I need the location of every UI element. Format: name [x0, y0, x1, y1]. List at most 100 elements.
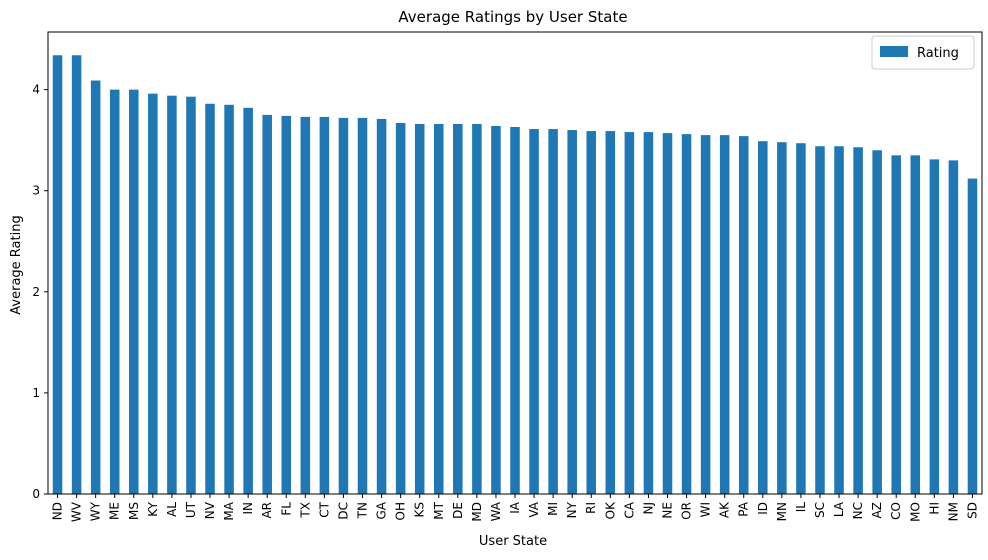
x-tick-label: NV [203, 501, 217, 519]
bar-ct [319, 116, 330, 494]
bar-or [681, 134, 692, 494]
bar-ia [510, 127, 520, 495]
legend-swatch [880, 46, 908, 57]
x-tick-label: MT [432, 501, 446, 519]
bar-az [872, 150, 882, 494]
x-tick-label: MS [127, 502, 141, 520]
bar-al [167, 95, 177, 495]
bar-ms [129, 89, 139, 495]
y-tick-label: 2 [32, 285, 40, 299]
bar-dc [338, 117, 349, 494]
x-tick-label: AR [260, 502, 274, 519]
x-tick-label: NY [565, 501, 579, 518]
x-tick-label: ID [756, 502, 770, 515]
bar-la [834, 146, 844, 494]
x-tick-label: NC [851, 502, 865, 519]
bars-layer [52, 55, 978, 495]
bar-ga [376, 118, 387, 494]
x-tick-label: MA [222, 501, 236, 520]
x-tick-label: NJ [641, 502, 655, 515]
y-axis-label: Average Rating [9, 215, 24, 314]
x-tick-label: VA [527, 501, 541, 517]
x-tick-label: UT [184, 501, 198, 518]
chart-title: Average Ratings by User State [398, 8, 627, 26]
bar-ak [719, 135, 730, 494]
bar-me [109, 89, 120, 495]
bar-mi [548, 129, 558, 494]
x-tick-label: WA [489, 501, 503, 521]
legend-label: Rating [917, 46, 959, 61]
x-tick-label: AZ [870, 502, 884, 518]
x-tick-label: LA [832, 501, 846, 517]
x-tick-label: WI [699, 502, 713, 517]
x-tick-label: CT [317, 501, 331, 517]
x-tick-label: ND [51, 502, 65, 520]
bar-wv [71, 55, 82, 494]
bar-ca [624, 132, 635, 495]
bar-co [891, 155, 901, 495]
bar-mo [910, 155, 921, 495]
x-tick-label: OR [680, 502, 694, 520]
legend: Rating [871, 35, 975, 70]
x-tick-label: KS [413, 502, 427, 518]
bar-pa [738, 136, 749, 495]
bar-fl [281, 115, 292, 495]
y-tick-label: 3 [32, 184, 40, 198]
x-tick-label: CO [889, 502, 903, 520]
x-tick-label: PA [737, 501, 751, 516]
x-tick-label: DC [336, 502, 350, 520]
bar-ny [567, 130, 577, 494]
bar-nv [205, 103, 215, 495]
x-tick-label: SD [965, 502, 979, 519]
x-tick-label: RI [584, 502, 598, 514]
x-tick-label: GA [375, 501, 389, 519]
bar-ut [186, 96, 196, 494]
bar-md [472, 123, 482, 495]
bar-wy [90, 80, 101, 495]
x-tick-label: NM [946, 502, 960, 521]
x-tick-label: AL [165, 502, 179, 517]
bar-nj [643, 132, 654, 495]
bar-mt [433, 123, 444, 495]
bar-ne [662, 133, 673, 494]
x-tick-label: WV [70, 501, 84, 522]
bar-ar [262, 114, 272, 494]
bar-wi [700, 135, 711, 494]
bar-de [453, 123, 463, 495]
bar-va [529, 129, 539, 494]
x-tick-label: OK [603, 501, 617, 519]
y-tick-label: 1 [32, 386, 40, 400]
bar-wa [491, 126, 501, 494]
bar-nc [853, 147, 863, 495]
x-tick-label: FL [279, 502, 293, 516]
bar-ky [148, 93, 158, 495]
bar-oh [395, 122, 406, 494]
x-tick-label: NE [660, 502, 674, 519]
x-tick-label: ME [108, 502, 122, 520]
bar-ma [224, 104, 234, 494]
x-tick-label: KY [146, 501, 160, 516]
bar-hi [929, 159, 940, 495]
axes-layer: ND WV WY ME MS KY AL UT NV MA IN AR FL TX CT DC TN GA OH KS… [32, 31, 983, 522]
y-tick-label: 4 [32, 83, 40, 97]
x-tick-label: WY [89, 501, 103, 521]
bar-id [758, 141, 768, 494]
bar-ks [414, 123, 425, 495]
bar-sc [815, 146, 825, 494]
x-tick-label: SC [813, 502, 827, 518]
x-tick-label: MO [908, 502, 922, 522]
x-tick-label: IL [794, 502, 808, 513]
y-tick-label: 0 [32, 487, 40, 501]
x-tick-label: MD [470, 502, 484, 522]
x-axis-label: User State [479, 534, 547, 549]
x-tick-label: AK [718, 501, 732, 518]
bar-ri [586, 131, 597, 494]
bar-mn [777, 142, 787, 494]
x-tick-label: TN [356, 502, 370, 519]
x-tick-label: MI [546, 502, 560, 516]
bar-sd [967, 178, 978, 494]
bar-in [243, 107, 253, 495]
x-tick-label: IA [508, 501, 522, 514]
